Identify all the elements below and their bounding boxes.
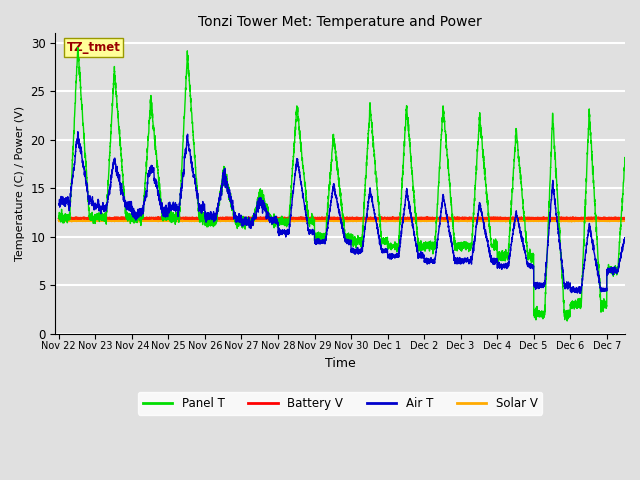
- Title: Tonzi Tower Met: Temperature and Power: Tonzi Tower Met: Temperature and Power: [198, 15, 482, 29]
- Solar V: [373, 218, 381, 224]
- Solar V: [404, 217, 412, 223]
- Solar V: [568, 218, 575, 224]
- Panel T: [74, 45, 81, 51]
- Air T: [55, 201, 63, 207]
- Y-axis label: Temperature (C) / Power (V): Temperature (C) / Power (V): [15, 106, 25, 261]
- Line: Battery V: Battery V: [59, 217, 640, 219]
- Air T: [74, 129, 82, 134]
- Air T: [373, 225, 381, 231]
- Air T: [176, 196, 184, 202]
- Solar V: [512, 217, 520, 223]
- Panel T: [55, 215, 63, 221]
- Solar V: [176, 217, 184, 223]
- Solar V: [556, 217, 563, 223]
- Panel T: [373, 184, 381, 190]
- Panel T: [512, 135, 520, 141]
- Solar V: [413, 216, 420, 222]
- Battery V: [55, 216, 63, 221]
- Battery V: [154, 214, 162, 220]
- Air T: [404, 198, 412, 204]
- Air T: [556, 237, 563, 242]
- Panel T: [540, 313, 548, 319]
- Battery V: [237, 216, 245, 222]
- Air T: [512, 211, 520, 217]
- Line: Panel T: Panel T: [59, 48, 640, 334]
- Line: Solar V: Solar V: [59, 219, 640, 221]
- Solar V: [540, 218, 548, 224]
- Air T: [540, 281, 548, 287]
- Battery V: [404, 216, 412, 221]
- Battery V: [512, 216, 520, 221]
- Line: Air T: Air T: [59, 132, 640, 334]
- Panel T: [556, 231, 563, 237]
- Panel T: [176, 199, 184, 205]
- Battery V: [176, 216, 184, 221]
- Solar V: [55, 217, 63, 223]
- Legend: Panel T, Battery V, Air T, Solar V: Panel T, Battery V, Air T, Solar V: [138, 392, 542, 415]
- X-axis label: Time: Time: [324, 357, 355, 370]
- Battery V: [556, 215, 563, 221]
- Battery V: [373, 216, 381, 221]
- Battery V: [541, 215, 548, 221]
- Panel T: [404, 124, 412, 130]
- Text: TZ_tmet: TZ_tmet: [67, 41, 120, 54]
